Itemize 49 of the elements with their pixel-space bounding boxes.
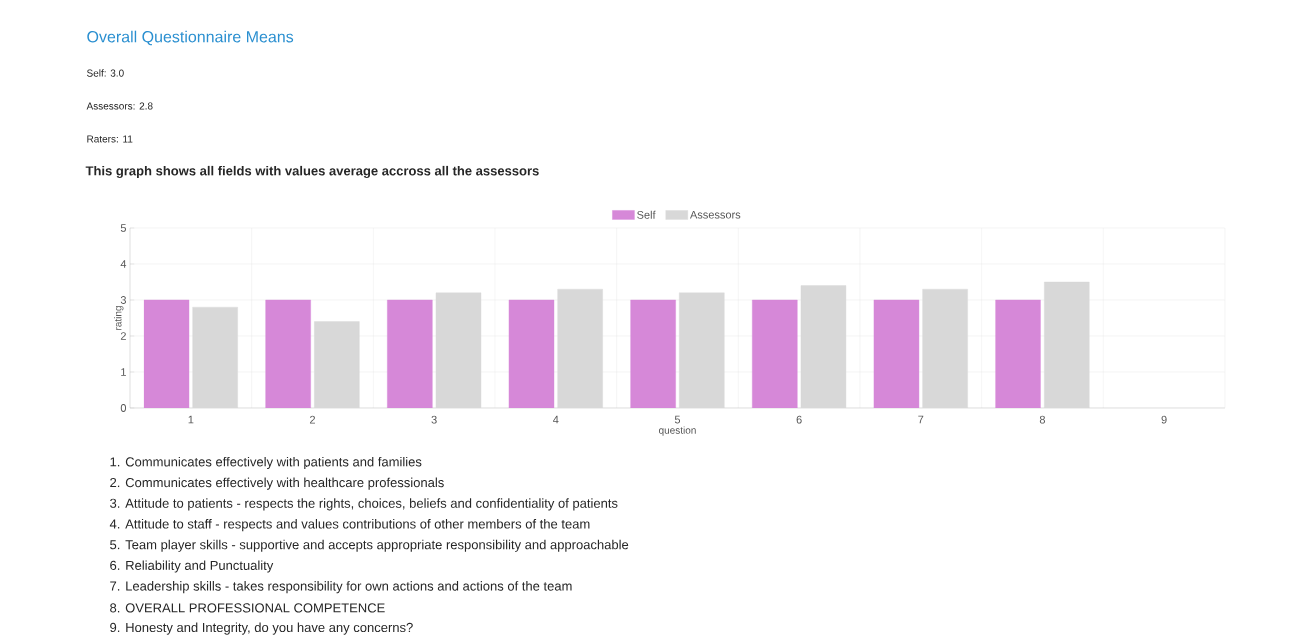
- text: 4. Attitude to staff - respects and values contributions of other members of the team: [109, 519, 590, 532]
- bar: [995, 299, 1041, 408]
- x-tick-label: 3: [431, 415, 437, 424]
- y-tick-label: 0: [120, 404, 127, 412]
- text: 2. Communicates effectively with healthcare professionals: [110, 477, 444, 490]
- x-tick-label: 4: [553, 415, 559, 424]
- y-tick-label: 3: [120, 296, 126, 304]
- bar: [508, 299, 555, 408]
- text: Self: 3.0: [87, 69, 124, 77]
- bar: [387, 299, 433, 408]
- text: 1. Communicates effectively with patients and families: [110, 456, 422, 470]
- y-axis-title: rating: [114, 306, 124, 330]
- text: 9. Honesty and Integrity, do you have any concerns?: [110, 622, 413, 635]
- y-tick-label: 1: [121, 368, 126, 376]
- text: 3. Attitude to patients - respects the rights, choices, beliefs and confidentiality of patients: [110, 498, 618, 511]
- chart-title: Overall Questionnaire Means: [87, 30, 294, 46]
- text: 7. Leadership skills - takes responsibility for own actions and actions of the team: [110, 581, 572, 594]
- bar: [192, 306, 238, 408]
- text: Assessors: 2.8: [86, 102, 153, 110]
- bar: [630, 299, 676, 408]
- legend-label: Self: [637, 210, 656, 219]
- x-axis-title: question: [658, 426, 696, 436]
- legend-label: Assessors: [689, 210, 741, 219]
- text: 8. OVERALL PROFESSIONAL COMPETENCE: [110, 603, 385, 613]
- x-tick-label: 8: [1039, 415, 1046, 424]
- x-tick-label: 9: [1161, 415, 1167, 424]
- x-tick-label: 5: [674, 415, 681, 424]
- text: 5. Team player skills - supportive and accepts appropriate responsibility and approachable: [110, 539, 629, 552]
- bar: [922, 288, 968, 408]
- bar: [435, 292, 482, 408]
- y-tick-label: 5: [120, 224, 126, 232]
- text: 6. Reliability and Punctuality: [110, 560, 274, 573]
- bar: [265, 299, 311, 408]
- bar: [314, 321, 360, 408]
- chart-subtitle: This graph shows all fields with values average accross all the assessors: [85, 165, 539, 179]
- bar: [679, 292, 725, 408]
- x-tick-label: 6: [796, 415, 802, 424]
- bar: [873, 299, 920, 408]
- bar: [752, 299, 798, 408]
- y-tick-label: 2: [120, 332, 126, 340]
- x-tick-label: 7: [918, 415, 924, 424]
- y-tick-label: 4: [120, 260, 127, 268]
- bar: [1044, 281, 1090, 408]
- x-tick-label: 1: [188, 415, 194, 424]
- text: Raters: 11: [87, 135, 133, 143]
- bar: [800, 285, 847, 408]
- bar: [143, 299, 190, 408]
- bar: [557, 288, 603, 408]
- x-tick-label: 2: [309, 415, 315, 424]
